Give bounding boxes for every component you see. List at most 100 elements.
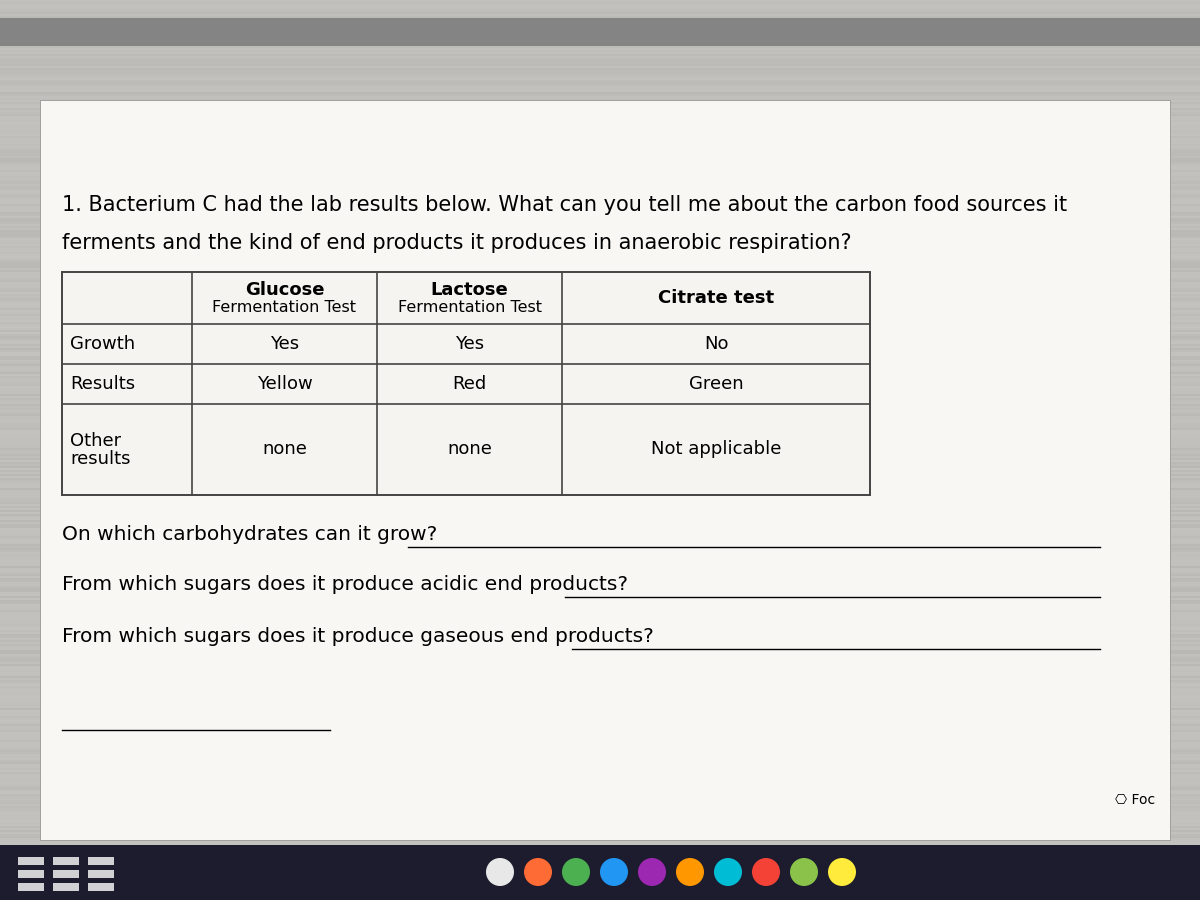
Bar: [0, 236, 1200, 238]
Bar: [0, 676, 1200, 678]
Bar: [0, 720, 1200, 722]
Bar: [0, 92, 1200, 94]
Bar: [0, 140, 1200, 142]
Bar: [0, 376, 1200, 378]
Bar: [0, 578, 1200, 580]
Bar: [0, 566, 1200, 568]
Bar: [0, 672, 1200, 674]
Bar: [0, 572, 1200, 574]
Bar: [0, 366, 1200, 368]
Bar: [0, 830, 1200, 832]
Bar: [0, 18, 1200, 20]
Bar: [0, 888, 1200, 890]
Bar: [0, 184, 1200, 186]
Bar: [0, 496, 1200, 498]
Bar: [0, 286, 1200, 288]
Bar: [0, 810, 1200, 812]
Bar: [0, 116, 1200, 118]
Bar: [0, 46, 1200, 48]
Bar: [0, 368, 1200, 370]
Bar: [0, 306, 1200, 308]
Bar: [0, 514, 1200, 516]
Bar: [0, 702, 1200, 704]
Bar: [0, 100, 1200, 102]
Circle shape: [524, 858, 552, 886]
Bar: [0, 64, 1200, 66]
Bar: [0, 76, 1200, 78]
Bar: [0, 162, 1200, 164]
Bar: [0, 774, 1200, 776]
Bar: [53, 870, 79, 878]
Bar: [0, 508, 1200, 510]
Bar: [0, 554, 1200, 556]
Bar: [0, 148, 1200, 150]
Bar: [0, 28, 1200, 30]
Bar: [0, 50, 1200, 52]
Bar: [0, 498, 1200, 500]
Bar: [0, 832, 1200, 834]
Bar: [0, 234, 1200, 236]
Bar: [0, 274, 1200, 276]
Bar: [0, 112, 1200, 114]
Bar: [0, 818, 1200, 820]
Bar: [0, 150, 1200, 152]
Bar: [0, 438, 1200, 440]
Bar: [0, 108, 1200, 110]
Bar: [0, 6, 1200, 8]
Bar: [0, 812, 1200, 814]
Bar: [0, 798, 1200, 800]
Bar: [0, 380, 1200, 382]
Bar: [0, 156, 1200, 158]
Bar: [0, 820, 1200, 822]
Bar: [0, 164, 1200, 166]
Bar: [0, 254, 1200, 256]
Text: Yes: Yes: [455, 335, 484, 353]
Bar: [0, 468, 1200, 470]
Bar: [0, 246, 1200, 248]
Bar: [0, 442, 1200, 444]
Bar: [0, 840, 1200, 842]
Bar: [0, 432, 1200, 434]
Text: ⎔ Foc: ⎔ Foc: [1115, 793, 1154, 807]
Bar: [0, 510, 1200, 512]
Bar: [0, 650, 1200, 652]
Bar: [0, 216, 1200, 218]
Bar: [0, 14, 1200, 16]
Bar: [0, 96, 1200, 98]
Bar: [0, 778, 1200, 780]
Bar: [0, 480, 1200, 482]
Bar: [0, 90, 1200, 92]
Bar: [0, 250, 1200, 252]
Bar: [0, 772, 1200, 774]
Bar: [0, 410, 1200, 412]
Bar: [0, 362, 1200, 364]
Bar: [0, 822, 1200, 824]
Bar: [0, 758, 1200, 760]
Bar: [0, 476, 1200, 478]
Bar: [0, 390, 1200, 392]
Bar: [0, 258, 1200, 260]
Bar: [0, 584, 1200, 586]
Bar: [0, 358, 1200, 360]
Bar: [0, 808, 1200, 810]
Bar: [0, 32, 1200, 34]
Bar: [0, 484, 1200, 486]
Bar: [0, 314, 1200, 316]
Bar: [0, 884, 1200, 886]
Bar: [0, 12, 1200, 14]
Bar: [0, 748, 1200, 750]
Bar: [0, 612, 1200, 614]
Bar: [0, 392, 1200, 394]
Bar: [0, 70, 1200, 72]
Text: On which carbohydrates can it grow?: On which carbohydrates can it grow?: [62, 526, 437, 544]
Bar: [0, 838, 1200, 840]
Bar: [53, 857, 79, 865]
Bar: [0, 22, 1200, 24]
Bar: [0, 780, 1200, 782]
Bar: [0, 328, 1200, 330]
Bar: [0, 882, 1200, 884]
Bar: [0, 852, 1200, 854]
Bar: [0, 320, 1200, 322]
Text: From which sugars does it produce acidic end products?: From which sugars does it produce acidic…: [62, 575, 628, 595]
Bar: [0, 704, 1200, 706]
